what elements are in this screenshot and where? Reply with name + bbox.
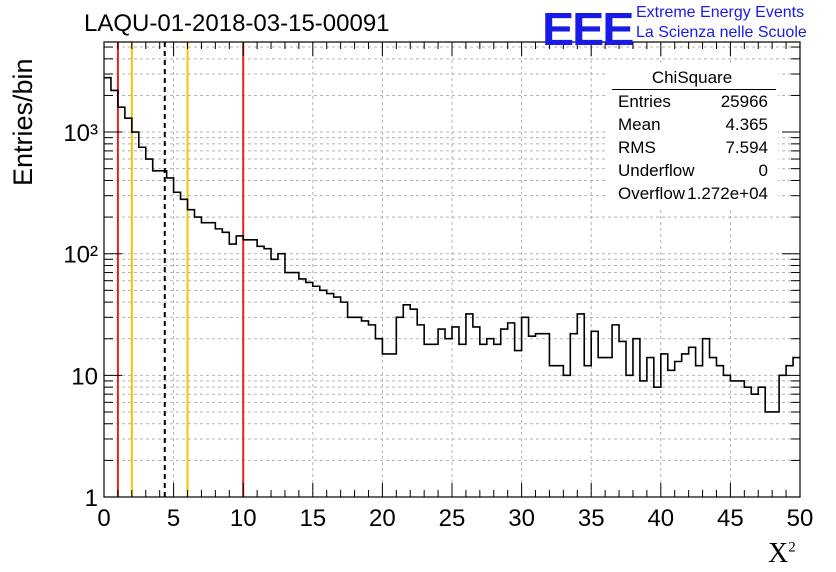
- x-axis-label-superscript: 2: [788, 539, 796, 556]
- chart-title: LAQU-01-2018-03-15-00091: [84, 10, 390, 37]
- stats-divider: [612, 89, 776, 90]
- grid-lines: [104, 42, 800, 497]
- x-axis-label: X2: [768, 538, 796, 570]
- x-tick-label: 25: [439, 505, 466, 532]
- stats-row-mean: Mean 4.365: [618, 115, 768, 137]
- stats-row-rms: RMS 7.594: [618, 138, 768, 160]
- stats-row-underflow: Underflow 0: [618, 161, 768, 183]
- x-tick-label: 15: [299, 505, 326, 532]
- stats-row-overflow: Overflow 1.272e+04: [618, 184, 768, 206]
- y-tick-label: 10³: [63, 120, 98, 147]
- x-axis-label-base: X: [768, 538, 789, 569]
- y-axis-label-wrap: Entries/bin: [8, 46, 48, 186]
- x-tick-label: 45: [717, 505, 744, 532]
- y-axis-label: Entries/bin: [8, 58, 38, 186]
- org-name-line1: Extreme Energy Events: [636, 4, 805, 21]
- stats-key: Entries: [618, 92, 671, 111]
- histogram-series: [104, 76, 800, 413]
- x-tick-labels: 0 5 10 15 20 25 30 35 40 45 50: [97, 505, 813, 532]
- x-tick-label: 50: [787, 505, 814, 532]
- stats-value: 4.365: [725, 115, 768, 134]
- stats-key: Underflow: [618, 161, 695, 180]
- stats-key: Overflow: [618, 184, 686, 203]
- x-tick-label: 40: [647, 505, 674, 532]
- stats-value: 7.594: [725, 138, 768, 157]
- y-tick-label: 1: [85, 485, 98, 512]
- x-tick-label: 10: [230, 505, 257, 532]
- stats-box: ChiSquare Entries 25966 Mean 4.365 RMS 7…: [606, 66, 778, 208]
- stats-value: 0: [758, 161, 768, 180]
- stats-title: ChiSquare: [651, 68, 733, 87]
- reference-lines: [116, 42, 245, 497]
- org-name-line2: La Scienza nelle Scuole: [636, 24, 807, 41]
- x-tick-label: 30: [508, 505, 535, 532]
- stats-value: 1.272e+04: [687, 184, 768, 203]
- y-tick-label: 10: [71, 363, 98, 390]
- y-tick-labels: 1 10 10² 10³: [63, 120, 98, 512]
- stats-key: Mean: [618, 115, 661, 134]
- x-tick-label: 35: [578, 505, 605, 532]
- x-tick-label: 0: [97, 505, 110, 532]
- x-tick-label: 20: [369, 505, 396, 532]
- y-tick-label: 10²: [63, 242, 98, 269]
- axis-ticks: [103, 42, 801, 497]
- stats-key: RMS: [618, 138, 656, 157]
- x-tick-label: 5: [167, 505, 180, 532]
- stats-row-entries: Entries 25966: [618, 92, 768, 114]
- eee-logo: EEE: [542, 3, 634, 55]
- stats-value: 25966: [720, 92, 768, 111]
